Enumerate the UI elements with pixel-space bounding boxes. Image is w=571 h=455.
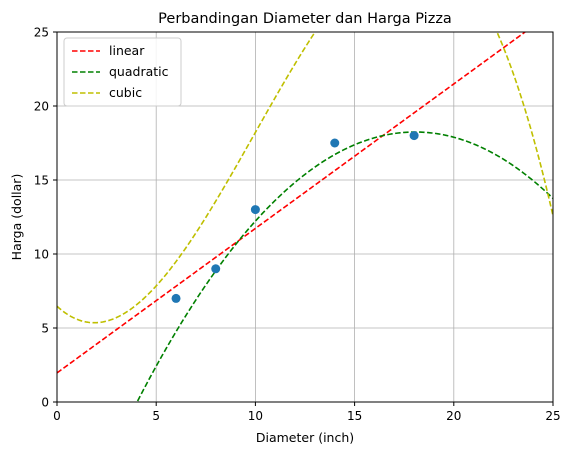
legend: linear quadratic cubic [63,37,182,107]
y-tick-label: 0 [41,396,49,410]
y-tick-label: 10 [34,248,49,262]
series-line-linear [57,32,527,374]
chart-title: Perbandingan Diameter dan Harga Pizza [158,11,452,27]
y-axis-ticks: 0 5 10 15 20 25 [34,26,57,410]
series-line-cubic [57,32,553,324]
y-tick-label: 15 [34,174,49,188]
legend-label-linear: linear [109,43,145,58]
x-axis-label: Diameter (inch) [256,430,354,445]
legend-label-cubic: cubic [109,85,142,100]
legend-label-quadratic: quadratic [109,64,169,79]
x-tick-label: 0 [53,409,61,423]
y-tick-label: 5 [41,322,49,336]
x-tick-label: 15 [347,409,362,423]
x-tick-label: 10 [248,409,263,423]
legend-box [63,37,182,107]
data-point [409,131,419,141]
y-tick-label: 20 [34,100,49,114]
data-point [330,138,340,148]
fit-curves [57,32,553,402]
data-point [171,293,181,303]
plot-area [57,32,553,402]
x-tick-label: 5 [152,409,160,423]
grid [56,31,554,403]
x-tick-label: 25 [545,409,560,423]
data-points [171,131,419,303]
y-axis-label: Harga (dollar) [9,174,24,261]
plot-frame [56,31,554,403]
series-line-quadratic [136,131,553,402]
y-tick-label: 25 [34,26,49,40]
x-tick-label: 20 [446,409,461,423]
data-point [211,264,221,274]
x-axis-ticks: 0 5 10 15 20 25 [53,402,561,423]
data-point [250,205,260,215]
